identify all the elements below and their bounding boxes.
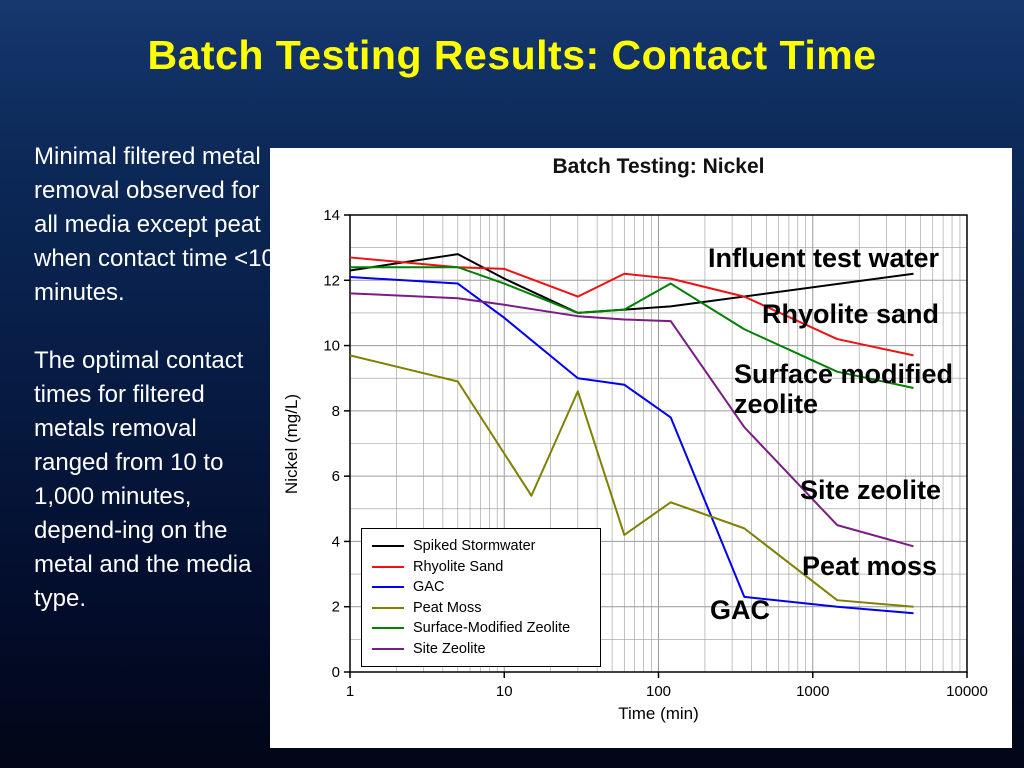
series-site-zeolite <box>349 292 914 548</box>
series-gac <box>349 276 914 615</box>
legend-line-swatch <box>372 565 404 568</box>
nickel-line-chart: 1 10 100 1000 10000 0 2 4 6 8 10 12 14 <box>323 207 988 700</box>
legend-line-swatch <box>372 545 404 547</box>
legend-label: GAC <box>413 579 445 595</box>
series-spiked-stormwater <box>349 253 914 314</box>
legend-line-swatch <box>372 647 404 650</box>
svg-text:14: 14 <box>323 207 340 224</box>
svg-text:1000: 1000 <box>796 683 829 700</box>
body-text-block: Minimal filtered metal removal observed … <box>34 140 278 616</box>
legend-label: Spiked Stormwater <box>413 538 536 554</box>
svg-text:10: 10 <box>323 338 340 355</box>
svg-text:4: 4 <box>332 533 340 550</box>
x-axis-label: Time (min) <box>618 704 699 723</box>
body-paragraph-1: Minimal filtered metal removal observed … <box>34 143 275 306</box>
body-paragraph-2: The optimal contact times for filtered m… <box>34 347 252 612</box>
legend-item: Surface-Modified Zeolite <box>372 620 590 636</box>
legend-line-swatch <box>372 606 404 609</box>
svg-text:100: 100 <box>646 683 671 700</box>
legend-line-swatch <box>372 586 404 588</box>
chart-panel: 1 10 100 1000 10000 0 2 4 6 8 10 12 14 Batch Testing… <box>270 148 1012 748</box>
series-rhyolite-sand <box>349 256 914 357</box>
legend-item: Rhyolite Sand <box>372 559 590 575</box>
svg-text:6: 6 <box>332 468 340 485</box>
svg-text:10: 10 <box>496 683 513 700</box>
y-axis-label: Nickel (mg/L) <box>282 393 301 495</box>
svg-text:0: 0 <box>332 664 340 681</box>
chart-legend: Spiked Stormwater Rhyolite Sand GAC Peat Mo… <box>361 528 601 667</box>
svg-text:10000: 10000 <box>946 683 988 700</box>
legend-label: Peat Moss <box>413 599 482 616</box>
svg-text:8: 8 <box>332 403 340 420</box>
series-surface-modified-zeolite <box>350 266 914 389</box>
legend-item: GAC <box>372 579 590 595</box>
legend-label: Site Zeolite <box>413 640 486 657</box>
legend-label: Surface-Modified Zeolite <box>413 620 571 636</box>
legend-item: Site Zeolite <box>372 641 590 657</box>
svg-text:2: 2 <box>332 599 340 616</box>
svg-text:12: 12 <box>323 272 340 289</box>
svg-text:1: 1 <box>346 683 354 700</box>
chart-title: Batch Testing: Nickel <box>552 155 765 178</box>
legend-item: Peat Moss <box>372 600 590 616</box>
series-peat-moss <box>349 354 914 608</box>
legend-label: Rhyolite Sand <box>413 558 504 575</box>
slide-title: Batch Testing Results: Contact Time <box>147 32 877 78</box>
legend-line-swatch <box>372 627 404 629</box>
legend-item: Spiked Stormwater <box>372 538 590 554</box>
